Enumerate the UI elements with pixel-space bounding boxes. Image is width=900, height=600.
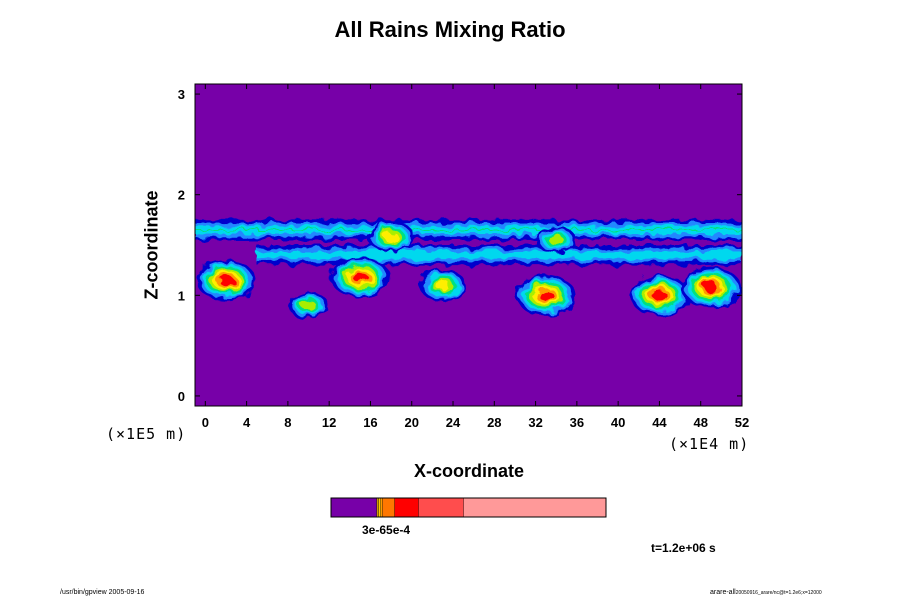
x-axis-unit: (×1E4 m) — [669, 435, 750, 453]
colorbar-frame — [330, 497, 607, 518]
footer-file-name: arare-all — [710, 589, 736, 596]
rain-band-top — [195, 229, 742, 231]
colorbar-segment — [331, 498, 377, 517]
rain-core — [301, 300, 316, 311]
footer-file: arare-all20050916_arare/nc@t=1.2e6;x=120… — [710, 589, 822, 596]
y-tick-label: 1 — [178, 288, 185, 303]
colorbar-segment — [376, 498, 379, 517]
x-tick-label: 44 — [652, 415, 667, 430]
rain-core — [435, 280, 450, 291]
rain-core — [703, 282, 719, 293]
x-tick-label: 48 — [693, 415, 707, 430]
colorbar-segment — [394, 498, 419, 517]
colorbar-label: 3e-65e-4 — [362, 523, 411, 537]
rain-core — [538, 290, 554, 301]
colorbar-segment — [463, 498, 606, 517]
x-axis-label: X-coordinate — [413, 461, 524, 481]
x-tick-label: 36 — [570, 415, 584, 430]
colorbar-segment — [418, 498, 464, 517]
rain-field — [195, 219, 742, 320]
x-tick-label: 4 — [243, 415, 251, 430]
x-tick-label: 28 — [487, 415, 501, 430]
x-tick-label: 16 — [363, 415, 377, 430]
rain-core — [549, 234, 564, 246]
time-label: t=1.2e+06 s — [651, 541, 716, 555]
rain-core — [352, 272, 368, 283]
colorbar — [330, 497, 607, 518]
x-axis-ticks: 0 4 8 12 16 20 24 28 32 36 40 44 48 52 — [202, 84, 749, 430]
x-tick-label: 20 — [405, 415, 419, 430]
x-tick-label: 12 — [322, 415, 336, 430]
rain-core — [218, 275, 234, 286]
x-tick-label: 24 — [446, 415, 461, 430]
chart-title: All Rains Mixing Ratio — [334, 17, 566, 42]
colorbar-segment — [382, 498, 395, 517]
x-tick-label: 40 — [611, 415, 625, 430]
y-axis-ticks: 0 1 2 3 — [178, 87, 742, 404]
x-tick-label: 0 — [202, 415, 209, 430]
footer-file-sub: 20050916_arare/nc@t=1.2e6;x=12000 — [735, 590, 822, 596]
footer-command: /usr/bin/gpview 2005-09-16 — [60, 589, 145, 596]
y-tick-label: 0 — [178, 389, 185, 404]
rain-band-mid — [256, 251, 742, 259]
x-tick-label: 52 — [735, 415, 749, 430]
y-tick-label: 3 — [178, 87, 185, 102]
x-tick-label: 32 — [528, 415, 542, 430]
plot-frame — [194, 83, 743, 407]
colorbar-segment — [378, 498, 381, 517]
y-axis-unit: (×1E5 m) — [106, 425, 187, 443]
rain-core — [383, 231, 399, 243]
colorbar-segment — [380, 498, 383, 517]
x-tick-label: 8 — [284, 415, 291, 430]
y-tick-label: 2 — [178, 188, 185, 203]
rain-core — [652, 290, 667, 301]
